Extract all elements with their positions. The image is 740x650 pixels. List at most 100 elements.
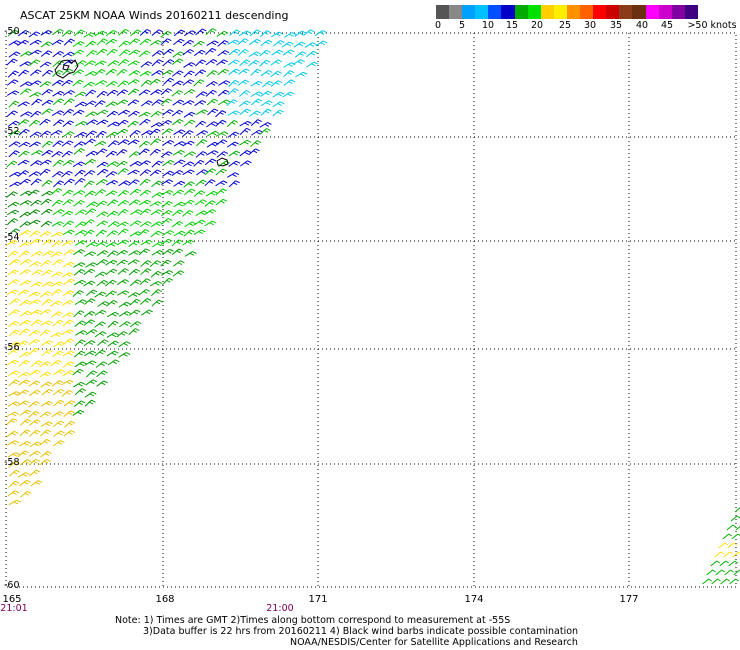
wind-barb bbox=[74, 169, 86, 177]
wind-barb bbox=[171, 170, 184, 176]
wind-barb bbox=[97, 339, 109, 346]
lon-label-165: 165 bbox=[2, 594, 22, 605]
wind-barb bbox=[161, 128, 174, 135]
wind-barb bbox=[283, 62, 296, 68]
wind-barb bbox=[217, 68, 230, 76]
wind-barb bbox=[215, 188, 227, 196]
lon-label-174: 174 bbox=[464, 594, 484, 605]
wind-barb bbox=[95, 148, 108, 156]
wind-barb bbox=[127, 169, 140, 176]
wind-barb bbox=[173, 159, 186, 166]
wind-barb bbox=[173, 29, 186, 37]
wind-barb bbox=[116, 128, 129, 135]
wind-barb bbox=[39, 438, 51, 446]
wind-barb bbox=[116, 259, 128, 266]
wind-barb bbox=[250, 68, 262, 76]
wind-barb bbox=[7, 370, 21, 377]
wind-barb bbox=[118, 311, 131, 317]
lat-label-60s: -60 bbox=[4, 580, 20, 591]
wind-barb bbox=[28, 411, 40, 418]
wind-barb bbox=[30, 69, 42, 76]
wind-barb bbox=[7, 250, 19, 258]
wind-barb bbox=[239, 108, 251, 116]
wind-barb bbox=[20, 418, 32, 426]
wind-barb bbox=[260, 108, 272, 116]
wind-barb bbox=[85, 130, 97, 138]
wind-barb bbox=[73, 279, 87, 286]
wind-barb bbox=[74, 91, 87, 98]
wind-barb bbox=[138, 140, 151, 148]
wind-barb bbox=[272, 109, 284, 117]
wind-barb bbox=[140, 260, 152, 267]
wind-barb bbox=[28, 299, 41, 306]
wind-barb bbox=[149, 148, 161, 156]
wind-barb bbox=[259, 30, 272, 38]
wind-barb bbox=[106, 179, 119, 186]
wind-barb bbox=[94, 271, 107, 278]
wind-barb bbox=[61, 379, 74, 386]
wind-barb bbox=[19, 429, 31, 437]
wind-barb bbox=[42, 239, 54, 246]
wind-barb bbox=[105, 259, 118, 266]
scale-label: 20 bbox=[530, 20, 544, 31]
wind-barb bbox=[7, 279, 20, 286]
wind-barb bbox=[128, 70, 141, 76]
wind-barb bbox=[128, 328, 140, 336]
wind-barb bbox=[139, 28, 152, 36]
wind-barb bbox=[8, 348, 20, 356]
wind-barb bbox=[227, 131, 240, 138]
wind-barb bbox=[53, 399, 65, 407]
wind-barb bbox=[119, 49, 131, 57]
wind-barb bbox=[162, 109, 174, 116]
wind-barb bbox=[6, 289, 19, 296]
wind-barb bbox=[162, 248, 174, 256]
wind-barb bbox=[18, 359, 30, 367]
wind-barb bbox=[117, 239, 130, 246]
wind-barb bbox=[63, 178, 75, 186]
wind-barb bbox=[74, 221, 87, 228]
wind-barb bbox=[75, 131, 88, 138]
wind-barb bbox=[28, 189, 40, 197]
wind-barb bbox=[39, 130, 52, 138]
wind-barb bbox=[162, 277, 174, 286]
scale-swatch bbox=[501, 5, 515, 19]
wind-barb bbox=[50, 130, 63, 136]
wind-barb bbox=[315, 40, 328, 47]
wind-barb bbox=[204, 168, 217, 176]
scale-swatch bbox=[632, 5, 646, 19]
wind-barb bbox=[51, 281, 64, 288]
wind-barb bbox=[283, 70, 295, 78]
wind-barb bbox=[95, 361, 108, 368]
wind-barb bbox=[117, 168, 129, 175]
wind-barb bbox=[52, 350, 64, 358]
wind-barb bbox=[51, 110, 65, 116]
wind-barb bbox=[117, 279, 130, 285]
scale-swatch bbox=[606, 5, 620, 19]
wind-barb bbox=[195, 91, 208, 98]
wind-barb bbox=[51, 380, 64, 387]
wind-barb bbox=[7, 401, 20, 407]
wind-barb bbox=[85, 40, 97, 48]
scale-swatch bbox=[566, 5, 581, 19]
lon-label-168: 168 bbox=[155, 594, 175, 605]
wind-barb bbox=[183, 62, 196, 68]
wind-barb bbox=[149, 280, 163, 287]
wind-barb bbox=[271, 49, 284, 56]
wind-barb bbox=[129, 160, 142, 167]
wind-barb bbox=[171, 220, 184, 228]
wind-barb bbox=[8, 258, 21, 266]
wind-barb bbox=[19, 479, 31, 487]
wind-barb bbox=[173, 141, 186, 147]
wind-barb bbox=[52, 388, 65, 396]
wind-barb bbox=[39, 231, 52, 238]
wind-barb bbox=[105, 241, 118, 248]
wind-barb bbox=[40, 381, 53, 388]
wind-barb bbox=[162, 59, 175, 66]
wind-barb bbox=[118, 301, 131, 308]
wind-barb bbox=[250, 98, 263, 106]
wind-barb bbox=[85, 208, 97, 216]
wind-barb bbox=[63, 98, 75, 106]
wind-barb bbox=[8, 40, 21, 46]
lat-label-50s: -50 bbox=[4, 26, 20, 37]
time-label-left: 21:01 bbox=[0, 603, 28, 614]
